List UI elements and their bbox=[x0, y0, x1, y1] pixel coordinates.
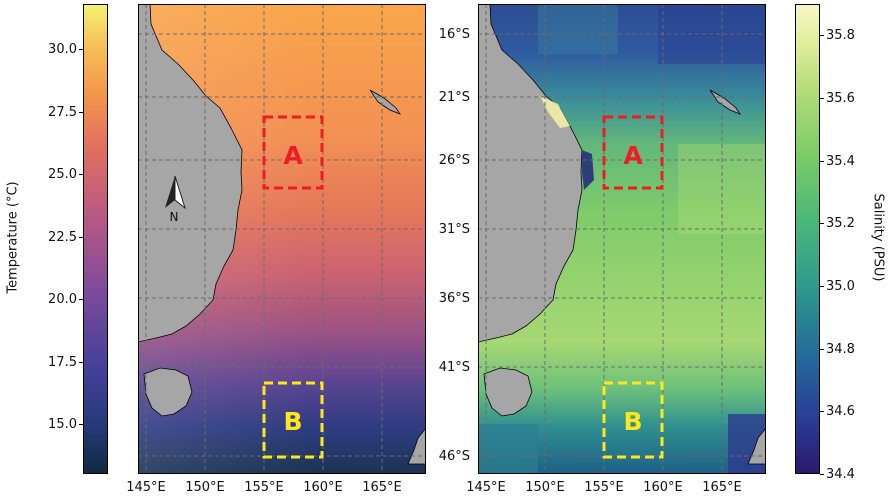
salinity-tick-mark bbox=[820, 286, 824, 287]
temperature-colorbar bbox=[83, 4, 108, 474]
salinity-tick-mark bbox=[820, 160, 824, 162]
temperature-tick-mark bbox=[79, 111, 83, 113]
salinity-tick-mark bbox=[820, 474, 824, 475]
salinity-tick-label: 34.4 bbox=[826, 467, 855, 482]
lon-tick-label-right: 145°E bbox=[466, 480, 506, 495]
region-a-box bbox=[262, 115, 324, 190]
salinity-tick-mark bbox=[820, 98, 824, 99]
temperature-map: A B N bbox=[138, 4, 426, 474]
lon-tick-label-left: 155°E bbox=[244, 480, 284, 495]
region-b-label: B bbox=[283, 407, 302, 436]
salinity-tick-label: 35.8 bbox=[826, 28, 855, 44]
salinity-tick-label: 35.2 bbox=[826, 216, 855, 232]
graticule bbox=[138, 4, 426, 474]
salinity-tick-label: 35.4 bbox=[826, 153, 855, 169]
salinity-tick-mark bbox=[820, 223, 824, 225]
salinity-tick-label: 35.6 bbox=[826, 91, 855, 106]
new-zealand-landmass-salinity bbox=[747, 427, 766, 465]
temperature-colorbar-label: Temperature (°C) bbox=[5, 181, 21, 294]
salinity-colorbar-label: Salinity (PSU) bbox=[870, 193, 886, 282]
region-b-box bbox=[262, 381, 324, 459]
temperature-tick-mark bbox=[79, 299, 83, 300]
lon-tick-label-right: 165°E bbox=[702, 480, 742, 495]
australia-landmass bbox=[138, 4, 243, 343]
salinity-tick-mark bbox=[820, 411, 824, 413]
temperature-tick-label: 27.5 bbox=[48, 104, 77, 120]
temperature-tick-label: 25.0 bbox=[48, 167, 77, 182]
salinity-tick-label: 34.8 bbox=[826, 341, 855, 357]
region-a-label-salinity: A bbox=[623, 141, 643, 170]
region-b-label-salinity: B bbox=[623, 407, 642, 436]
temperature-tick-label: 22.5 bbox=[48, 229, 77, 245]
region-a-label: A bbox=[283, 141, 303, 170]
salinity-map-svg: A B bbox=[478, 4, 766, 474]
salinity-colorbar bbox=[795, 4, 820, 474]
lon-tick-label-left: 160°E bbox=[303, 480, 343, 495]
lat-tick-label: 36°S bbox=[438, 291, 470, 306]
salinity-tick-mark bbox=[820, 348, 824, 350]
lat-tick-label: 46°S bbox=[438, 449, 470, 464]
lat-tick-label: 31°S bbox=[438, 222, 470, 237]
salinity-map: A B bbox=[478, 4, 766, 474]
region-b-box-salinity bbox=[602, 381, 664, 459]
lon-tick-label-right: 150°E bbox=[525, 480, 565, 495]
temperature-tick-mark bbox=[79, 361, 83, 363]
salinity-tick-label: 34.6 bbox=[826, 404, 855, 420]
lon-tick-label-left: 165°E bbox=[362, 480, 402, 495]
temperature-tick-label: 20.0 bbox=[48, 292, 77, 307]
coastal-high-salinity-patch bbox=[540, 96, 570, 128]
tasmania-landmass bbox=[143, 367, 193, 417]
lat-tick-label: 21°S bbox=[438, 90, 470, 105]
temperature-tick-label: 17.5 bbox=[48, 354, 77, 370]
lon-tick-label-left: 150°E bbox=[185, 480, 225, 495]
new-caledonia-landmass-salinity bbox=[709, 89, 742, 115]
lat-tick-label: 41°S bbox=[438, 360, 470, 375]
salinity-tick-mark bbox=[820, 35, 824, 37]
temperature-tick-mark bbox=[79, 236, 83, 238]
temperature-tick-mark bbox=[79, 174, 83, 175]
lat-tick-label: 16°S bbox=[438, 27, 470, 42]
region-a-box-salinity bbox=[602, 115, 664, 190]
lon-tick-label-right: 160°E bbox=[643, 480, 683, 495]
temperature-tick-label: 30.0 bbox=[48, 42, 77, 57]
north-arrow-label: N bbox=[170, 210, 179, 224]
tasmania-landmass-salinity bbox=[483, 367, 533, 417]
lat-tick-label: 26°S bbox=[438, 153, 470, 168]
temperature-tick-mark bbox=[79, 49, 83, 50]
lon-tick-label-left: 145°E bbox=[126, 480, 166, 495]
temperature-tick-mark bbox=[79, 424, 83, 425]
lon-tick-label-right: 155°E bbox=[584, 480, 624, 495]
new-caledonia-landmass bbox=[369, 89, 402, 115]
new-zealand-landmass bbox=[407, 427, 426, 465]
temperature-map-svg: A B N bbox=[138, 4, 426, 474]
north-arrow-icon: N bbox=[165, 175, 186, 224]
salinity-tick-label: 35.0 bbox=[826, 279, 855, 294]
australia-landmass-salinity bbox=[478, 4, 583, 343]
temperature-tick-label: 15.0 bbox=[48, 417, 77, 432]
graticule-salinity bbox=[478, 4, 766, 474]
